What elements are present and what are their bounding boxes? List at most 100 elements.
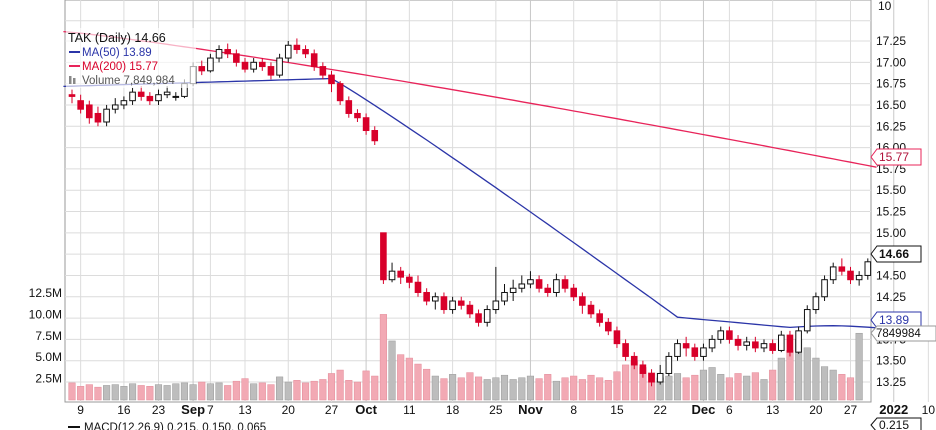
candle-body: [561, 279, 569, 289]
candle-body: [613, 330, 621, 345]
candle-body: [380, 232, 387, 281]
candle-body: [829, 266, 837, 281]
candle-body: [587, 304, 595, 315]
x-tick-label: 27: [844, 403, 858, 417]
candle-body: [838, 266, 846, 272]
candle-body: [492, 300, 500, 311]
candle-body: [708, 338, 716, 349]
volume-bar: [172, 383, 180, 401]
volume-bar: [103, 385, 111, 401]
candle-body: [760, 343, 768, 349]
price-tick-label: 17.00: [876, 55, 906, 69]
candle-body: [215, 49, 223, 59]
candle-body: [847, 270, 854, 281]
volume-bar: [561, 377, 569, 401]
candles: [68, 38, 872, 387]
x-tick-label: 10: [922, 403, 936, 417]
candle-body: [579, 296, 586, 306]
candle-body: [137, 91, 145, 97]
volume-bar: [68, 382, 76, 401]
candle-body: [656, 372, 664, 383]
volume-bar: [250, 383, 258, 401]
volume-bar: [146, 386, 154, 401]
x-tick-label: 15: [610, 403, 624, 417]
candle-body: [639, 364, 647, 374]
candle-body: [622, 343, 629, 357]
candle-body: [259, 61, 266, 68]
volume-bar: [120, 386, 128, 401]
ma200-tag: 15.77: [879, 150, 909, 164]
volume-bar: [405, 357, 413, 401]
candle-body: [371, 130, 379, 142]
candle-body: [224, 49, 231, 55]
value-tags: 15.77 14.66 13.89 7849984 0.215: [870, 148, 936, 430]
price-tick-label: 16.25: [876, 119, 906, 133]
candle-body: [778, 334, 785, 351]
candle-body: [111, 104, 119, 110]
volume-bar: [855, 332, 863, 401]
candle-body: [570, 287, 578, 298]
candle-body: [553, 279, 560, 293]
candle-body: [769, 343, 776, 351]
volume-bar: [691, 374, 699, 401]
candle-body: [855, 274, 863, 281]
x-tick-label: 7: [207, 403, 214, 417]
x-tick-label: Nov: [518, 402, 543, 417]
volume-bar: [518, 377, 526, 401]
volume-axis: 12.5M 10.0M 7.5M 5.0M 2.5M: [29, 286, 62, 386]
candle-body: [682, 343, 690, 349]
candle-body: [414, 281, 422, 293]
volume-bar: [475, 376, 483, 401]
x-tick-label: Dec: [692, 402, 716, 417]
volume-bar: [613, 371, 621, 401]
volume-bar: [803, 347, 811, 401]
candle-body: [648, 372, 655, 383]
volume-bar: [665, 375, 673, 401]
volume-bar: [457, 377, 465, 401]
candle-body: [120, 100, 128, 106]
candle-body: [103, 108, 110, 123]
volume-bar: [198, 381, 206, 401]
candle-body: [284, 44, 292, 59]
candle-body: [241, 61, 249, 70]
volume-bar: [596, 377, 604, 401]
volume-bar: [276, 376, 284, 401]
volume-bar: [241, 378, 249, 401]
volume-bar: [552, 380, 560, 401]
candle-body: [146, 95, 154, 102]
volume-bar: [353, 381, 361, 401]
macd-label: MACD(12,26,9) 0.215, 0.150, 0.065: [84, 422, 266, 430]
candle-body: [743, 341, 751, 346]
volume-bar: [760, 379, 768, 401]
candle-body: [423, 291, 430, 302]
candle-body: [172, 95, 180, 98]
volume-bar: [423, 368, 431, 401]
volume-bar: [483, 379, 491, 401]
candle-body: [596, 313, 603, 323]
volume-bar: [682, 377, 690, 401]
candle-body: [691, 347, 699, 357]
volume-bar: [327, 373, 336, 401]
candle-body: [319, 66, 327, 76]
price-tick-label: 13.25: [876, 375, 906, 389]
x-tick-label: 16: [117, 403, 131, 417]
candle-body: [700, 347, 707, 357]
volume-bar: [336, 369, 344, 401]
volume-bar: [206, 383, 214, 401]
volume-bar: [751, 372, 759, 401]
x-tick-label: 13: [238, 403, 252, 417]
legend-volume-swatch-b: [73, 78, 76, 84]
volume-bar: [777, 357, 785, 401]
volume-bar: [699, 369, 708, 401]
volume-bar: [786, 350, 794, 401]
x-tick-label: 20: [282, 403, 296, 417]
candle-body: [605, 321, 612, 332]
x-tick-label: 13: [766, 403, 780, 417]
volume-bar: [302, 382, 310, 401]
candle-body: [276, 57, 283, 76]
volume-bar: [163, 385, 171, 401]
candle-body: [406, 276, 413, 283]
candle-body: [302, 49, 309, 55]
volume-bar: [431, 375, 439, 401]
